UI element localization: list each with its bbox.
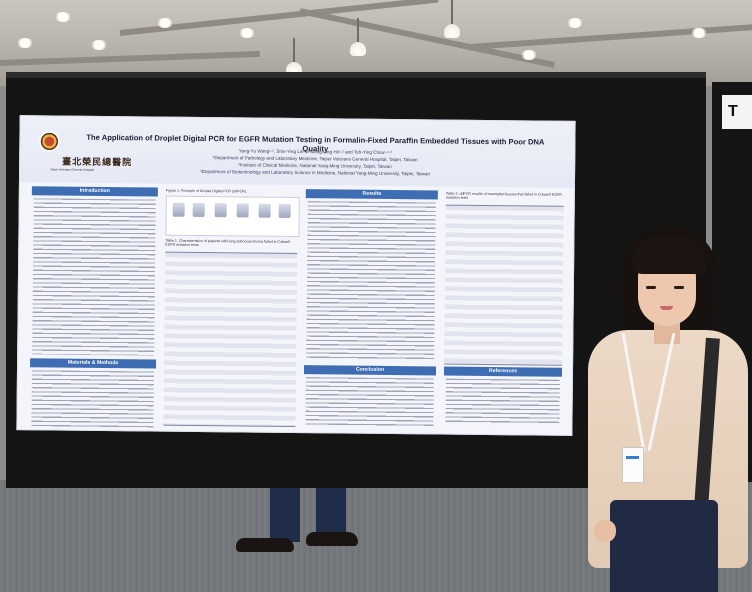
ceiling-light <box>566 18 584 28</box>
name-badge <box>622 447 644 483</box>
ddpcr-figure <box>165 195 300 238</box>
ceiling-light <box>238 28 256 38</box>
jeans <box>610 500 718 592</box>
section-heading-materials-methods: Materials & Methods <box>30 358 157 369</box>
results-text <box>306 201 436 361</box>
table-1 <box>163 251 298 428</box>
shoe <box>236 538 294 552</box>
materials-methods-text <box>31 370 154 428</box>
section-heading-introduction: Introduction <box>31 186 158 197</box>
table1-caption: Table 1. Characteristics of patients wit… <box>165 238 291 247</box>
figure-caption: Figure 1. Principle of Droplet Digital P… <box>165 188 247 194</box>
smile <box>660 306 673 310</box>
ceiling-light <box>690 28 708 38</box>
pendant-lamp <box>444 0 460 38</box>
section-heading-references: References <box>443 366 563 377</box>
ceiling-light <box>520 50 538 60</box>
section-heading-results: Results <box>305 189 438 200</box>
board-label: T <box>722 95 752 129</box>
ceiling-light <box>54 12 72 22</box>
ceiling-light <box>156 18 174 28</box>
ceiling-light <box>90 40 108 50</box>
scientific-poster: 臺北榮民總醫院 Taipei Veterans General Hospital… <box>16 115 576 436</box>
conclusion-text <box>305 377 434 427</box>
hand <box>594 520 616 542</box>
references-text <box>445 378 560 426</box>
section-heading-conclusion: Conclusion <box>303 365 437 376</box>
bangs <box>632 236 706 274</box>
ceiling-light <box>16 38 34 48</box>
hospital-logo-icon <box>38 130 61 153</box>
table2-caption: Table 2. ddPCR results of resampled tiss… <box>445 191 562 200</box>
table-2 <box>444 204 564 366</box>
pendant-lamp <box>350 18 366 56</box>
eye <box>674 286 684 289</box>
eye <box>646 286 656 289</box>
introduction-text <box>32 198 156 356</box>
shoe <box>306 532 358 546</box>
person-leg <box>270 482 300 542</box>
